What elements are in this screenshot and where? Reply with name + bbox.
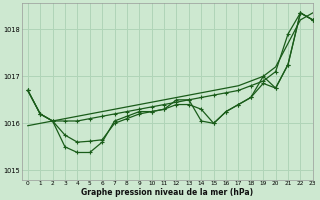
X-axis label: Graphe pression niveau de la mer (hPa): Graphe pression niveau de la mer (hPa) <box>81 188 253 197</box>
